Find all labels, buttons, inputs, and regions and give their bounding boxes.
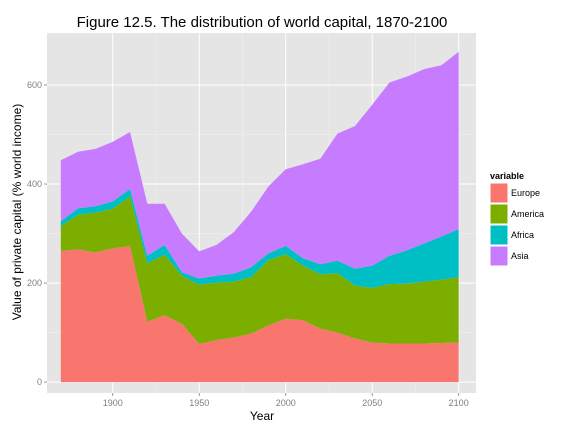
y-tick-label: 400 bbox=[27, 179, 42, 189]
legend-label-asia: Asia bbox=[511, 251, 529, 261]
legend-key-africa bbox=[489, 224, 509, 246]
y-axis: 0 200 400 600 bbox=[27, 80, 47, 387]
legend-label-europe: Europe bbox=[511, 188, 540, 198]
y-tick-label: 600 bbox=[27, 80, 42, 90]
legend-label-america: America bbox=[511, 209, 544, 219]
legend-key-asia bbox=[489, 245, 509, 267]
legend-key-america bbox=[489, 203, 509, 225]
area-europe bbox=[60, 245, 459, 383]
area-africa bbox=[60, 189, 459, 288]
x-tick-label: 2100 bbox=[449, 398, 469, 408]
x-tick-label: 2050 bbox=[362, 398, 382, 408]
y-tick-label: 0 bbox=[37, 377, 42, 387]
x-tick-label: 2000 bbox=[276, 398, 296, 408]
chart-title: Figure 12.5. The distribution of world c… bbox=[77, 14, 448, 31]
x-tick-label: 1900 bbox=[103, 398, 123, 408]
legend-title: variable bbox=[490, 171, 524, 181]
legend-key-europe bbox=[489, 182, 509, 204]
x-tick-label: 1950 bbox=[189, 398, 209, 408]
area-asia bbox=[60, 51, 459, 279]
area-layers bbox=[60, 51, 459, 383]
y-axis-title: Value of private capital (% world income… bbox=[10, 104, 24, 321]
x-axis: 1900 1950 2000 2050 2100 bbox=[103, 393, 469, 408]
legend: variable Europe America Africa Asia bbox=[489, 171, 544, 267]
legend-label-africa: Africa bbox=[511, 230, 534, 240]
y-tick-label: 200 bbox=[27, 278, 42, 288]
x-axis-title: Year bbox=[250, 409, 274, 423]
area-america bbox=[60, 196, 459, 344]
